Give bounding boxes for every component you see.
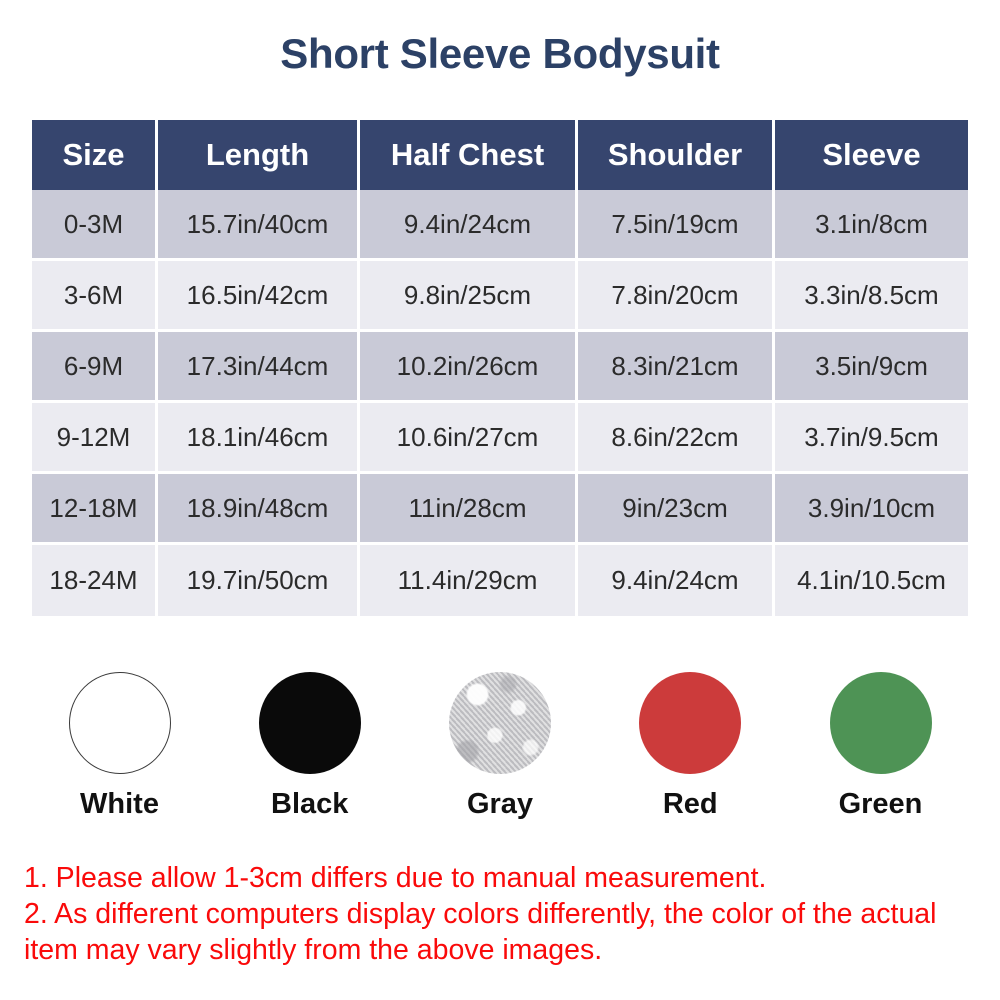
cell-size: 12-18M xyxy=(32,474,158,545)
table-row: 18-24M 19.7in/50cm 11.4in/29cm 9.4in/24c… xyxy=(32,545,968,616)
table-row: 9-12M 18.1in/46cm 10.6in/27cm 8.6in/22cm… xyxy=(32,403,968,474)
color-option-gray[interactable]: Gray xyxy=(413,672,588,821)
disclaimer-notes: 1. Please allow 1-3cm differs due to man… xyxy=(24,860,984,968)
table-body: 0-3M 15.7in/40cm 9.4in/24cm 7.5in/19cm 3… xyxy=(32,190,968,616)
cell-length: 16.5in/42cm xyxy=(158,261,360,332)
color-label: Gray xyxy=(466,788,534,820)
cell-half-chest: 9.8in/25cm xyxy=(360,261,578,332)
cell-sleeve: 3.5in/9cm xyxy=(775,332,968,403)
cell-size: 3-6M xyxy=(32,261,158,332)
cell-sleeve: 3.3in/8.5cm xyxy=(775,261,968,332)
cell-size: 9-12M xyxy=(32,403,158,474)
size-chart-table: Size Length Half Chest Shoulder Sleeve 0… xyxy=(32,120,968,616)
cell-half-chest: 10.2in/26cm xyxy=(360,332,578,403)
cell-shoulder: 9in/23cm xyxy=(578,474,775,545)
cell-sleeve: 3.1in/8cm xyxy=(775,190,968,261)
table-header-row: Size Length Half Chest Shoulder Sleeve xyxy=(32,120,968,190)
column-header-length: Length xyxy=(158,120,360,190)
cell-size: 18-24M xyxy=(32,545,158,616)
cell-shoulder: 8.6in/22cm xyxy=(578,403,775,474)
color-swatch-gray-icon xyxy=(449,672,551,774)
color-swatch-white-icon xyxy=(68,672,171,774)
cell-half-chest: 11.4in/29cm xyxy=(360,545,578,616)
table-row: 3-6M 16.5in/42cm 9.8in/25cm 7.8in/20cm 3… xyxy=(32,261,968,332)
cell-length: 18.1in/46cm xyxy=(158,403,360,474)
color-option-red[interactable]: Red xyxy=(603,672,778,821)
color-option-white[interactable]: White xyxy=(32,672,207,821)
color-option-green[interactable]: Green xyxy=(793,672,968,821)
color-label: Green xyxy=(838,788,923,820)
column-header-shoulder: Shoulder xyxy=(578,120,775,190)
table-row: 0-3M 15.7in/40cm 9.4in/24cm 7.5in/19cm 3… xyxy=(32,190,968,261)
table-header: Size Length Half Chest Shoulder Sleeve xyxy=(32,120,968,190)
color-swatch-black-icon xyxy=(258,672,361,774)
table-row: 6-9M 17.3in/44cm 10.2in/26cm 8.3in/21cm … xyxy=(32,332,968,403)
cell-size: 6-9M xyxy=(32,332,158,403)
cell-length: 18.9in/48cm xyxy=(158,474,360,545)
color-label: White xyxy=(80,788,159,820)
cell-sleeve: 4.1in/10.5cm xyxy=(775,545,968,616)
cell-length: 19.7in/50cm xyxy=(158,545,360,616)
column-header-sleeve: Sleeve xyxy=(775,120,968,190)
disclaimer-note-2: 2. As different computers display colors… xyxy=(24,898,937,966)
cell-shoulder: 7.5in/19cm xyxy=(578,190,775,261)
color-swatch-row: White Black Gray Red Green xyxy=(32,672,968,821)
color-label: Red xyxy=(662,788,718,820)
cell-half-chest: 9.4in/24cm xyxy=(360,190,578,261)
page-title: Short Sleeve Bodysuit xyxy=(280,30,720,77)
cell-shoulder: 9.4in/24cm xyxy=(578,545,775,616)
color-swatch-red-icon xyxy=(639,672,742,774)
color-option-black[interactable]: Black xyxy=(222,672,397,821)
disclaimer-note-1: 1. Please allow 1-3cm differs due to man… xyxy=(24,862,767,894)
cell-shoulder: 7.8in/20cm xyxy=(578,261,775,332)
cell-length: 15.7in/40cm xyxy=(158,190,360,261)
cell-length: 17.3in/44cm xyxy=(158,332,360,403)
cell-half-chest: 11in/28cm xyxy=(360,474,578,545)
column-header-size: Size xyxy=(32,120,158,190)
table-row: 12-18M 18.9in/48cm 11in/28cm 9in/23cm 3.… xyxy=(32,474,968,545)
cell-shoulder: 8.3in/21cm xyxy=(578,332,775,403)
cell-sleeve: 3.7in/9.5cm xyxy=(775,403,968,474)
cell-half-chest: 10.6in/27cm xyxy=(360,403,578,474)
column-header-half-chest: Half Chest xyxy=(360,120,578,190)
color-label: Black xyxy=(271,788,349,820)
color-swatch-green-icon xyxy=(829,672,932,774)
cell-sleeve: 3.9in/10cm xyxy=(775,474,968,545)
cell-size: 0-3M xyxy=(32,190,158,261)
